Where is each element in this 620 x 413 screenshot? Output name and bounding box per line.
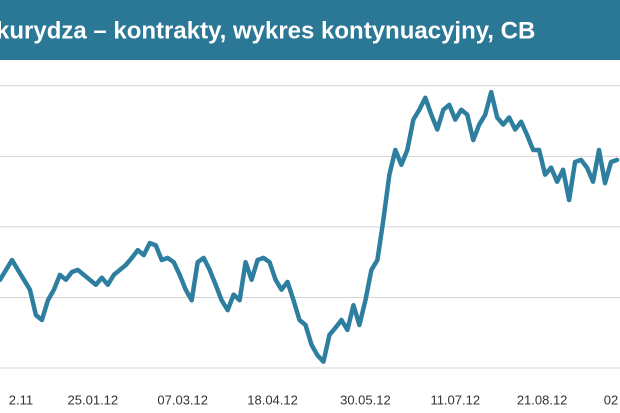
x-tick-label: 02: [604, 392, 618, 407]
x-tick-label: 21.08.12: [517, 392, 568, 407]
x-tick-label: 11.07.12: [430, 392, 480, 407]
x-tick-label: 30.05.12: [340, 392, 391, 407]
x-tick-label: 07.03.12: [157, 392, 208, 407]
x-tick-label: 18.04.12: [247, 392, 298, 407]
title-banner: [0, 0, 620, 60]
x-tick-label: 25.01.12: [68, 392, 119, 407]
line: [0, 89, 620, 364]
chart-title: kurydza – kontrakty, wykres kontynuacyjn…: [0, 17, 535, 44]
x-tick-label: 2.11: [9, 392, 33, 407]
